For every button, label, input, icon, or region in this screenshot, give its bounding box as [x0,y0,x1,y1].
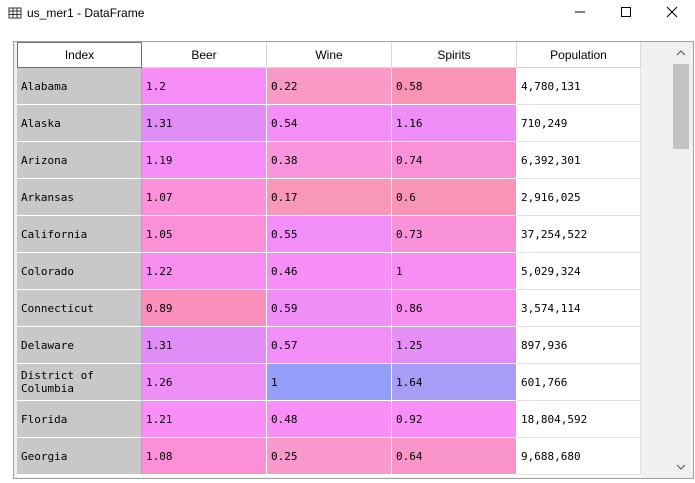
cell-population[interactable]: 4,780,131 [517,68,641,105]
column-header-wine[interactable]: Wine [267,42,392,68]
cell-spirits[interactable]: 0.74 [392,142,517,179]
minimize-button[interactable] [557,0,603,28]
table-row[interactable]: Georgia 1.08 0.25 0.64 9,688,680 [17,438,641,475]
cell-spirits[interactable]: 1.25 [392,327,517,364]
cell-index[interactable]: Georgia [17,438,142,475]
table-row[interactable]: California 1.05 0.55 0.73 37,254,522 [17,216,641,253]
cell-wine[interactable]: 0.59 [267,290,392,327]
column-header-index[interactable]: Index [17,42,142,68]
cell-spirits[interactable]: 0.6 [392,179,517,216]
table-row[interactable]: Arkansas 1.07 0.17 0.6 2,916,025 [17,179,641,216]
cell-population[interactable]: 897,936 [517,327,641,364]
cell-wine[interactable]: 0.38 [267,142,392,179]
table-icon [8,6,22,20]
cell-population[interactable]: 601,766 [517,364,641,401]
cell-spirits[interactable]: 0.92 [392,401,517,438]
cell-index[interactable]: Arkansas [17,179,142,216]
cell-index[interactable]: Alaska [17,105,142,142]
chevron-down-icon [676,458,686,476]
table-row[interactable]: District of Columbia 1.26 1 1.64 601,766 [17,364,641,401]
cell-beer[interactable]: 1.21 [142,401,267,438]
table-row[interactable]: Colorado 1.22 0.46 1 5,029,324 [17,253,641,290]
scroll-thumb[interactable] [673,64,689,149]
cell-index[interactable]: Connecticut [17,290,142,327]
title-bar: us_mer1 - DataFrame [0,0,695,28]
table-row[interactable]: Alabama 1.2 0.22 0.58 4,780,131 [17,68,641,105]
cell-population[interactable]: 5,029,324 [517,253,641,290]
cell-population[interactable]: 9,688,680 [517,438,641,475]
minimize-icon [574,5,586,23]
cell-beer[interactable]: 1.05 [142,216,267,253]
cell-spirits[interactable]: 0.86 [392,290,517,327]
column-header-spirits[interactable]: Spirits [392,42,517,68]
scroll-up-button[interactable] [670,44,692,62]
cell-wine[interactable]: 0.57 [267,327,392,364]
cell-index[interactable]: Delaware [17,327,142,364]
dataframe-grid[interactable]: Index Beer Wine Spirits Population Alaba… [17,42,641,477]
cell-spirits[interactable]: 0.73 [392,216,517,253]
cell-index[interactable]: Alabama [17,68,142,105]
close-button[interactable] [649,0,695,28]
column-header-beer[interactable]: Beer [142,42,267,68]
cell-spirits[interactable]: 1.64 [392,364,517,401]
cell-index[interactable]: Colorado [17,253,142,290]
maximize-icon [620,5,632,23]
cell-wine[interactable]: 0.54 [267,105,392,142]
cell-beer[interactable]: 1.19 [142,142,267,179]
table-row[interactable]: Florida 1.21 0.48 0.92 18,804,592 [17,401,641,438]
cell-spirits[interactable]: 0.64 [392,438,517,475]
cell-spirits[interactable]: 0.58 [392,68,517,105]
cell-beer[interactable]: 1.26 [142,364,267,401]
cell-beer[interactable]: 1.31 [142,327,267,364]
cell-wine[interactable]: 0.46 [267,253,392,290]
table-row[interactable]: Arizona 1.19 0.38 0.74 6,392,301 [17,142,641,179]
cell-spirits[interactable]: 1 [392,253,517,290]
table-header: Index Beer Wine Spirits Population [17,42,641,68]
cell-index[interactable]: California [17,216,142,253]
cell-population[interactable]: 18,804,592 [517,401,641,438]
cell-index[interactable]: District of Columbia [17,364,142,401]
cell-spirits[interactable]: 1.16 [392,105,517,142]
cell-beer[interactable]: 0.89 [142,290,267,327]
cell-index[interactable]: Florida [17,401,142,438]
cell-wine[interactable]: 0.48 [267,401,392,438]
vertical-scrollbar[interactable] [670,42,692,478]
cell-beer[interactable]: 1.08 [142,438,267,475]
cell-beer[interactable]: 1.31 [142,105,267,142]
table-row[interactable]: Alaska 1.31 0.54 1.16 710,249 [17,105,641,142]
cell-beer[interactable]: 1.07 [142,179,267,216]
table-row[interactable]: Connecticut 0.89 0.59 0.86 3,574,114 [17,290,641,327]
cell-wine[interactable]: 0.25 [267,438,392,475]
cell-population[interactable]: 710,249 [517,105,641,142]
cell-population[interactable]: 6,392,301 [517,142,641,179]
close-icon [666,5,678,23]
chevron-up-icon [676,44,686,62]
cell-wine[interactable]: 0.17 [267,179,392,216]
maximize-button[interactable] [603,0,649,28]
cell-beer[interactable]: 1.2 [142,68,267,105]
cell-population[interactable]: 3,574,114 [517,290,641,327]
cell-wine[interactable]: 0.55 [267,216,392,253]
cell-wine[interactable]: 0.22 [267,68,392,105]
table-row[interactable]: Delaware 1.31 0.57 1.25 897,936 [17,327,641,364]
window-title: us_mer1 - DataFrame [27,6,145,20]
scroll-down-button[interactable] [670,458,692,476]
cell-beer[interactable]: 1.22 [142,253,267,290]
cell-population[interactable]: 37,254,522 [517,216,641,253]
cell-population[interactable]: 2,916,025 [517,179,641,216]
cell-index[interactable]: Arizona [17,142,142,179]
column-header-population[interactable]: Population [517,42,641,68]
cell-wine[interactable]: 1 [267,364,392,401]
